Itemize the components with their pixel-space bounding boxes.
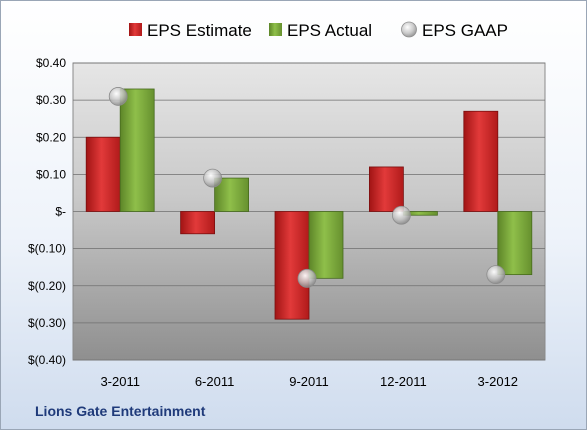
- y-tick-label: $0.40: [36, 56, 66, 70]
- legend-label-eps-gaap: EPS GAAP: [422, 21, 508, 40]
- bar-eps-actual-6-2011: [214, 177, 250, 212]
- marker-eps-gaap-12-2011: [391, 205, 411, 225]
- y-tick-label: $0.20: [36, 130, 66, 144]
- y-tick-label: $(0.20): [28, 279, 66, 293]
- bar-eps-actual-3-2012: [497, 211, 533, 276]
- x-category-label: 3-2011: [100, 374, 140, 389]
- y-tick-label: $0.10: [36, 167, 66, 181]
- y-tick-label: $0.30: [36, 93, 66, 107]
- legend: EPS Estimate EPS Actual EPS GAAP: [129, 21, 508, 40]
- marker-eps-gaap-3-2012: [486, 265, 506, 285]
- y-tick-label: $(0.10): [28, 242, 66, 256]
- legend-label-eps-estimate: EPS Estimate: [147, 21, 252, 40]
- y-tick-label: $(0.40): [28, 353, 66, 367]
- marker-eps-gaap-6-2011: [203, 168, 223, 188]
- y-tick-label: $-: [55, 205, 66, 219]
- bar-eps-estimate-6-2011: [180, 211, 216, 235]
- company-name: Lions Gate Entertainment: [35, 403, 206, 419]
- x-category-label: 9-2011: [289, 374, 329, 389]
- x-axis-category-labels: 3-2011 6-2011 9-2011 12-2011 3-2012: [100, 374, 518, 389]
- bar-eps-estimate-3-2011: [85, 136, 121, 212]
- bar-eps-actual-3-2011: [119, 88, 155, 212]
- marker-eps-gaap-9-2011: [297, 268, 317, 288]
- legend-swatch-eps-actual: [269, 23, 282, 36]
- x-category-label: 6-2011: [195, 374, 235, 389]
- marker-eps-gaap-3-2011: [108, 87, 128, 106]
- x-category-label: 12-2011: [380, 374, 427, 389]
- legend-marker-eps-gaap: [401, 21, 417, 38]
- y-tick-label: $(0.30): [28, 316, 66, 330]
- legend-swatch-eps-estimate: [129, 23, 142, 36]
- bar-eps-estimate-9-2011: [274, 211, 310, 320]
- bar-eps-estimate-12-2011: [368, 166, 404, 212]
- gaap-markers: [108, 87, 506, 288]
- legend-label-eps-actual: EPS Actual: [287, 21, 372, 40]
- y-axis-tick-labels: $0.40 $0.30 $0.20 $0.10 $- $(0.10) $(0.20) $(0.…: [28, 56, 66, 367]
- bar-eps-actual-9-2011: [308, 211, 344, 279]
- bar-eps-estimate-3-2012: [463, 110, 499, 212]
- bars: [85, 88, 533, 320]
- x-category-label: 3-2012: [478, 374, 518, 389]
